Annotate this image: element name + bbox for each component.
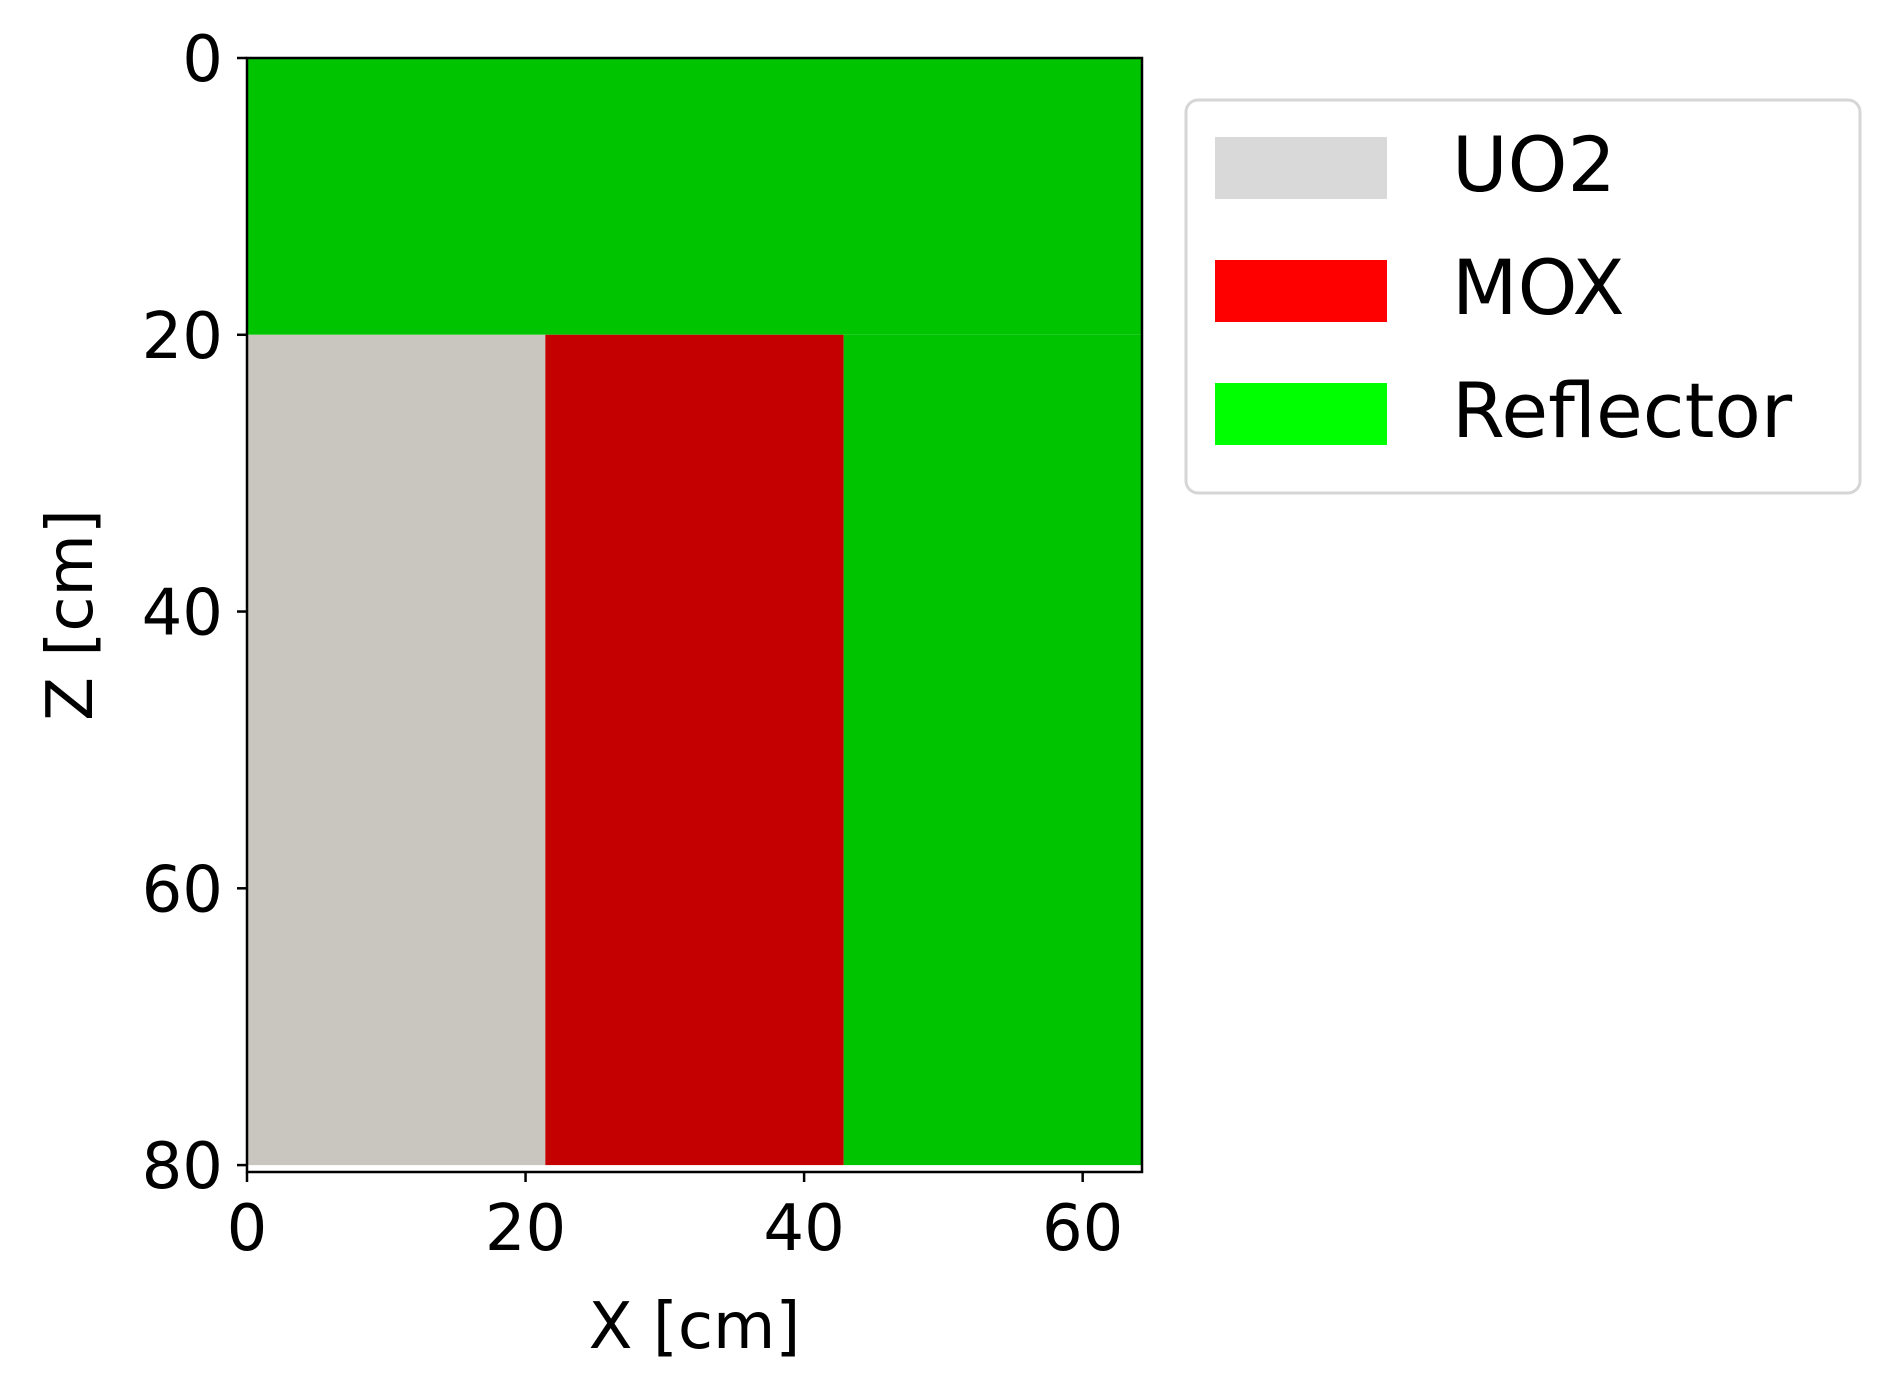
x-tick-label: 60 <box>1042 1192 1123 1266</box>
y-tick-label: 20 <box>142 300 223 374</box>
legend-label-mox: MOX <box>1452 243 1625 332</box>
plot-frame <box>245 56 1144 1174</box>
region-reflector-3 <box>843 334 1142 1166</box>
legend-swatch-reflector <box>1215 383 1387 445</box>
y-axis: 0 20 40 60 80 <box>142 23 247 1204</box>
region-uo2-1 <box>247 334 546 1166</box>
y-tick-label: 40 <box>142 577 223 651</box>
plot-regions <box>247 58 1142 1166</box>
x-tick-label: 20 <box>485 1192 566 1266</box>
y-tick-label: 0 <box>182 23 223 97</box>
x-tick-label: 40 <box>763 1192 844 1266</box>
region-mox-2 <box>545 334 844 1166</box>
legend-swatch-uo2 <box>1215 137 1387 199</box>
y-tick-label: 80 <box>142 1130 223 1204</box>
x-tick-label: 0 <box>227 1192 268 1266</box>
legend-items: UO2 MOX Reflector <box>1215 120 1793 455</box>
x-axis-label: X [cm] <box>589 1290 801 1364</box>
legend-label-uo2: UO2 <box>1452 120 1616 209</box>
legend-swatch-mox <box>1215 260 1387 322</box>
legend-label-reflector: Reflector <box>1452 366 1793 455</box>
region-reflector-0 <box>247 58 1142 335</box>
legend: UO2 MOX Reflector <box>1184 98 1862 495</box>
y-tick-label: 60 <box>142 853 223 927</box>
y-axis-label: Z [cm] <box>34 509 108 721</box>
x-axis: 0 20 40 60 <box>227 1172 1123 1266</box>
